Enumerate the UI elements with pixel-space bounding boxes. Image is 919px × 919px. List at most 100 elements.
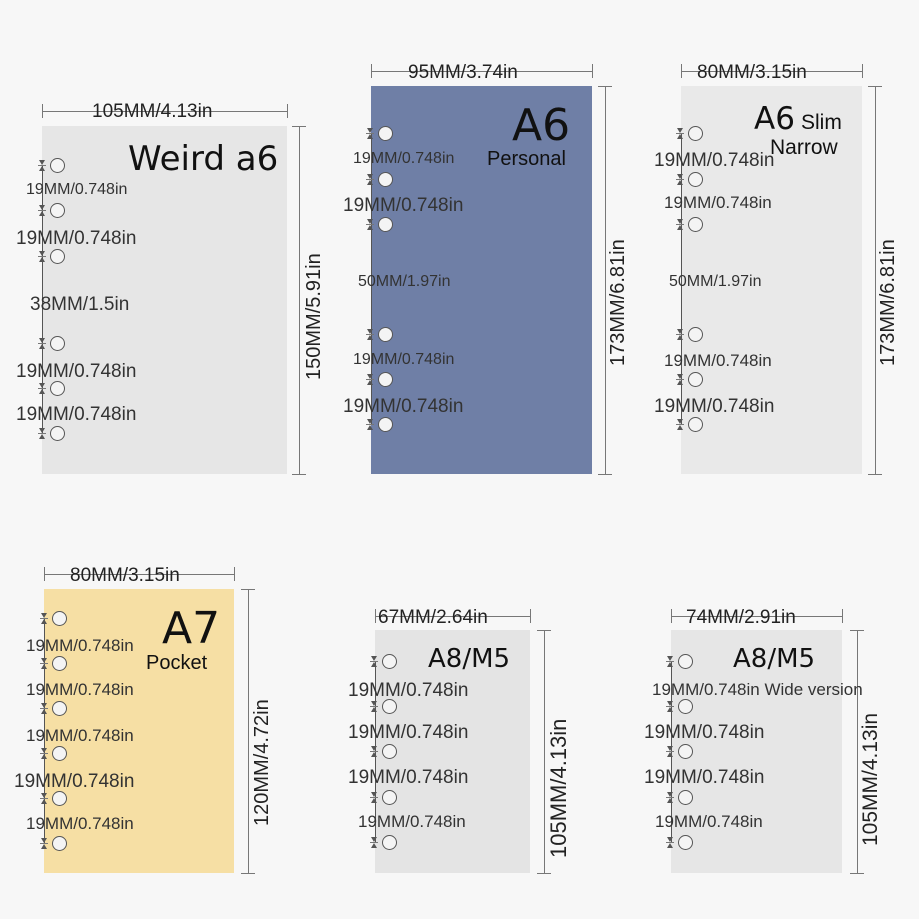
height-dimension-line bbox=[248, 589, 249, 873]
height-dimension-line bbox=[875, 86, 876, 474]
dimension-arrow-icon bbox=[667, 798, 673, 803]
ring-hole-icon bbox=[382, 790, 397, 805]
hole-spacing-label: 19MM/0.748in bbox=[664, 193, 772, 212]
ring-hole-icon bbox=[52, 746, 67, 761]
hole-spacing-label: 19MM/0.748in bbox=[26, 636, 134, 655]
dimension-arrow-icon bbox=[39, 338, 45, 343]
ruler-tick bbox=[38, 165, 46, 166]
hole-spacing-label: 19MM/0.748in bbox=[348, 680, 469, 701]
ring-hole-icon bbox=[678, 699, 693, 714]
dimension-arrow-icon bbox=[367, 219, 373, 224]
dimension-arrow-icon bbox=[371, 746, 377, 751]
dimension-arrow-icon bbox=[367, 329, 373, 334]
ring-hole-icon bbox=[688, 372, 703, 387]
dimension-arrow-icon bbox=[39, 166, 45, 171]
dimension-arrow-icon bbox=[41, 799, 47, 804]
dimension-arrow-icon bbox=[677, 128, 683, 133]
ring-hole-icon bbox=[678, 835, 693, 850]
ring-hole-icon bbox=[382, 835, 397, 850]
hole-spacing-label: 50MM/1.97in bbox=[358, 273, 451, 290]
dimension-arrow-icon bbox=[677, 380, 683, 385]
ruler-tick bbox=[370, 661, 378, 662]
hole-ruler bbox=[42, 166, 43, 434]
ruler-tick bbox=[666, 797, 674, 798]
dimension-arrow-icon bbox=[677, 335, 683, 340]
hole-spacing-label: 19MM/0.748in bbox=[655, 812, 763, 831]
ruler-tick bbox=[40, 798, 48, 799]
ruler-tick bbox=[366, 224, 374, 225]
dimension-arrow-icon bbox=[371, 837, 377, 842]
ring-hole-icon bbox=[52, 701, 67, 716]
hole-spacing-label: 19MM/0.748in bbox=[358, 812, 466, 831]
ring-hole-icon bbox=[688, 172, 703, 187]
card-title: A7 bbox=[162, 603, 221, 654]
dimension-arrow-icon bbox=[371, 701, 377, 706]
hole-spacing-label: 50MM/1.97in bbox=[669, 273, 762, 290]
sheet-a8-m5 bbox=[375, 630, 530, 873]
dimension-arrow-icon bbox=[667, 701, 673, 706]
card-subtitle: Personal bbox=[487, 148, 566, 170]
height-dimension-line bbox=[544, 630, 545, 873]
dimension-arrow-icon bbox=[41, 664, 47, 669]
hole-spacing-label: 19MM/0.748in bbox=[654, 150, 775, 171]
height-label: 173MM/6.81in bbox=[607, 239, 629, 366]
ring-hole-icon bbox=[678, 790, 693, 805]
height-label: 105MM/4.13in bbox=[546, 718, 571, 858]
card-title: Weird a6 bbox=[128, 139, 279, 179]
ruler-tick bbox=[370, 797, 378, 798]
ring-hole-icon bbox=[378, 217, 393, 232]
ring-hole-icon bbox=[378, 372, 393, 387]
ruler-tick bbox=[676, 334, 684, 335]
sheet-a8-m5-wide bbox=[671, 630, 842, 873]
dimension-arrow-icon bbox=[367, 174, 373, 179]
hole-spacing-label: 19MM/0.748in bbox=[353, 150, 455, 167]
hole-ruler bbox=[371, 134, 372, 425]
hole-spacing-label: 19MM/0.748in Wide version bbox=[652, 680, 863, 699]
dimension-arrow-icon bbox=[39, 251, 45, 256]
ring-hole-icon bbox=[50, 426, 65, 441]
ring-hole-icon bbox=[52, 791, 67, 806]
dimension-arrow-icon bbox=[667, 656, 673, 661]
hole-spacing-label: 19MM/0.748in bbox=[348, 767, 469, 788]
dimension-arrow-icon bbox=[667, 707, 673, 712]
dimension-arrow-icon bbox=[367, 419, 373, 424]
dimension-arrow-icon bbox=[367, 425, 373, 430]
dimension-arrow-icon bbox=[39, 205, 45, 210]
ring-hole-icon bbox=[52, 656, 67, 671]
ruler-tick bbox=[676, 424, 684, 425]
hole-spacing-label: 19MM/0.748in bbox=[16, 404, 137, 425]
dimension-arrow-icon bbox=[367, 335, 373, 340]
dimension-arrow-icon bbox=[367, 225, 373, 230]
ruler-tick bbox=[366, 379, 374, 380]
card-subtitle-2: Narrow bbox=[770, 136, 838, 159]
width-dimension-line bbox=[375, 616, 530, 617]
ring-hole-icon bbox=[50, 249, 65, 264]
dimension-arrow-icon bbox=[367, 380, 373, 385]
ring-hole-icon bbox=[688, 126, 703, 141]
hole-spacing-label: 19MM/0.748in bbox=[654, 396, 775, 417]
dimension-arrow-icon bbox=[367, 180, 373, 185]
dimension-arrow-icon bbox=[39, 383, 45, 388]
dimension-arrow-icon bbox=[39, 434, 45, 439]
height-label: 173MM/6.81in bbox=[877, 239, 899, 366]
dimension-arrow-icon bbox=[667, 752, 673, 757]
width-dimension-line bbox=[681, 71, 862, 72]
hole-spacing-label: 19MM/0.748in bbox=[353, 351, 455, 368]
ruler-tick bbox=[666, 706, 674, 707]
hole-spacing-label: 19MM/0.748in bbox=[26, 181, 128, 198]
dimension-arrow-icon bbox=[39, 428, 45, 433]
ruler-tick bbox=[40, 663, 48, 664]
dimension-arrow-icon bbox=[667, 746, 673, 751]
card-subtitle: Slim bbox=[801, 111, 842, 134]
ring-hole-icon bbox=[52, 611, 67, 626]
ring-hole-icon bbox=[688, 217, 703, 232]
dimension-arrow-icon bbox=[41, 709, 47, 714]
dimension-arrow-icon bbox=[41, 844, 47, 849]
width-label: 74MM/2.91in bbox=[686, 607, 796, 628]
dimension-arrow-icon bbox=[371, 792, 377, 797]
ruler-tick bbox=[676, 133, 684, 134]
hole-ruler bbox=[681, 134, 682, 425]
dimension-arrow-icon bbox=[41, 838, 47, 843]
dimension-arrow-icon bbox=[677, 219, 683, 224]
card-subtitle: Pocket bbox=[146, 652, 208, 674]
